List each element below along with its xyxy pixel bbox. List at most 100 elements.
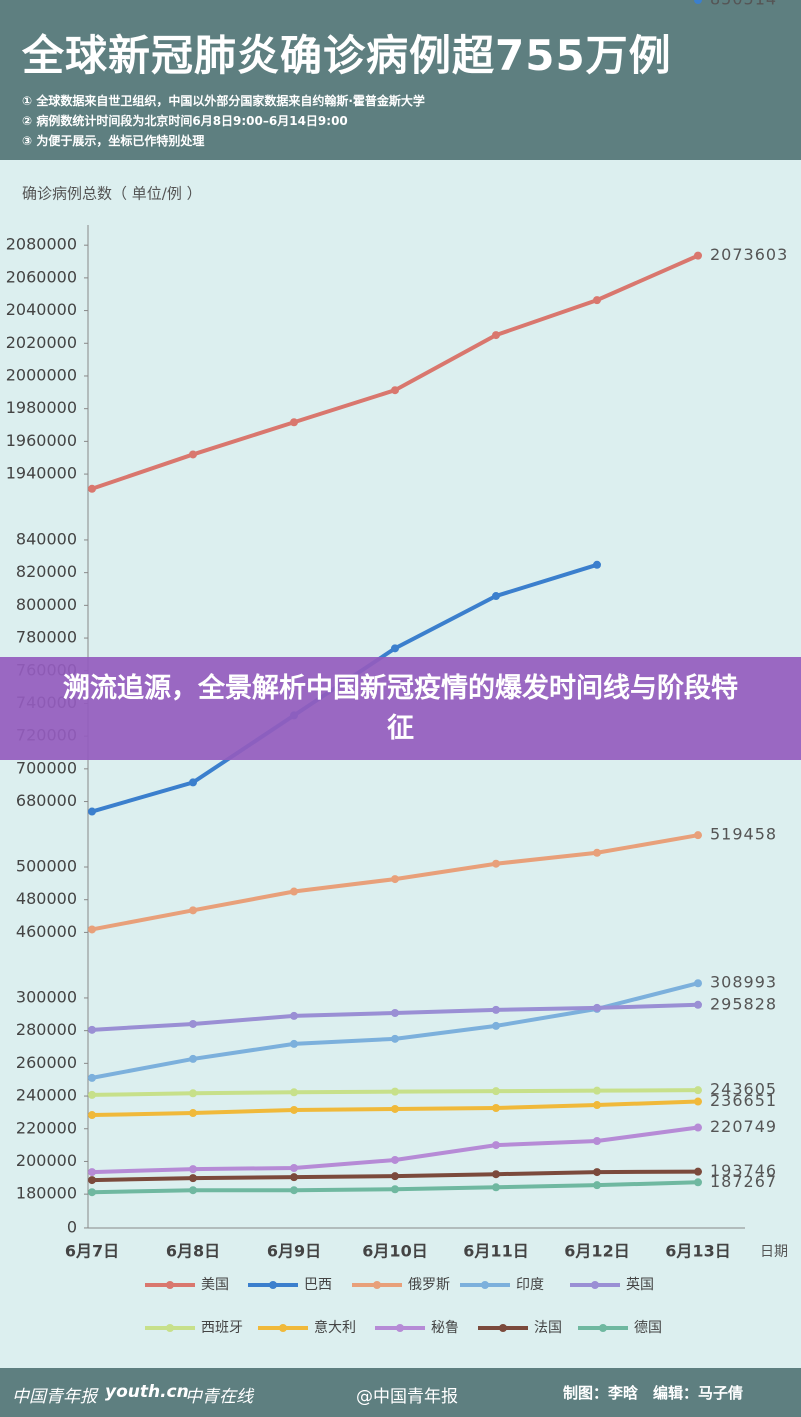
y-axis-label: 确诊病例总数（ 单位/例 ） bbox=[22, 185, 202, 203]
point bbox=[593, 560, 601, 569]
data-label: 2073603 bbox=[710, 245, 788, 264]
point bbox=[492, 1183, 500, 1192]
point bbox=[290, 1186, 298, 1195]
note: ③ 为便于展示，坐标已作特别处理 bbox=[22, 134, 205, 148]
point bbox=[391, 644, 399, 653]
data-label: 193746 bbox=[710, 1161, 777, 1180]
y-tick-label: 220000 bbox=[16, 1118, 77, 1137]
point bbox=[492, 592, 500, 601]
series-line bbox=[91, 1002, 699, 1032]
point bbox=[593, 1168, 601, 1177]
x-tick-label: 6月11日 bbox=[463, 1242, 528, 1261]
point bbox=[593, 1137, 601, 1146]
header: 全球新冠肺炎确诊病例超755万例 ① 全球数据来自世卫组织，中国以外部分国家数据… bbox=[0, 0, 801, 160]
legend-label: 巴西 bbox=[304, 1277, 332, 1293]
y-tick-label: 200000 bbox=[16, 1151, 77, 1170]
point bbox=[593, 1101, 601, 1110]
legend-dot bbox=[591, 1281, 599, 1289]
data-label: 295828 bbox=[710, 994, 777, 1013]
y-tick-label: 1980000 bbox=[6, 398, 77, 417]
y-tick-label: 800000 bbox=[16, 595, 77, 614]
data-label: 243605 bbox=[710, 1080, 777, 1099]
point bbox=[88, 1111, 96, 1120]
y-tick-label: 240000 bbox=[16, 1086, 77, 1105]
y-tick-label: 500000 bbox=[16, 857, 77, 876]
x-tick-label: 6月13日 bbox=[665, 1242, 730, 1261]
point bbox=[492, 1170, 500, 1179]
point bbox=[88, 484, 96, 493]
point bbox=[391, 1185, 399, 1194]
legend-label: 法国 bbox=[534, 1320, 562, 1336]
point bbox=[391, 1155, 399, 1164]
point bbox=[391, 386, 399, 395]
point bbox=[88, 1073, 96, 1082]
point bbox=[492, 1087, 500, 1096]
legend-label: 意大利 bbox=[314, 1319, 356, 1336]
series-line bbox=[91, 253, 699, 491]
legend-dot bbox=[396, 1324, 404, 1332]
data-label: 519458 bbox=[710, 825, 777, 844]
footer: 中国青年报 youth.cn 中青在线 @中国青年报 制图：李晗 编辑：马子倩 bbox=[0, 1368, 801, 1417]
data-label: 187267 bbox=[710, 1172, 777, 1191]
y-tick-label: 480000 bbox=[16, 889, 77, 908]
series-line bbox=[91, 1125, 699, 1175]
logo: 中青在线 bbox=[185, 1387, 253, 1407]
legend-dot bbox=[269, 1281, 277, 1289]
legend-dot bbox=[279, 1324, 287, 1332]
point bbox=[593, 296, 601, 305]
data-label: 236651 bbox=[710, 1091, 777, 1110]
y-tick-label: 700000 bbox=[16, 758, 77, 777]
y-tick-label: 260000 bbox=[16, 1053, 77, 1072]
legend-dot bbox=[166, 1281, 174, 1289]
data-label: 850514 bbox=[710, 0, 777, 9]
point bbox=[694, 1086, 702, 1095]
note: ① 全球数据来自世卫组织，中国以外部分国家数据来自约翰斯·霍普金斯大学 bbox=[22, 94, 425, 108]
x-tick-label: 6月10日 bbox=[362, 1242, 427, 1261]
point bbox=[593, 1003, 601, 1012]
point bbox=[694, 0, 702, 4]
legend-label: 德国 bbox=[634, 1320, 662, 1336]
point bbox=[189, 1109, 197, 1118]
logo: 中国青年报 bbox=[12, 1387, 97, 1407]
point bbox=[593, 1181, 601, 1190]
x-tick-label: 6月7日 bbox=[65, 1242, 119, 1261]
point bbox=[492, 1021, 500, 1030]
series-line bbox=[91, 981, 699, 1080]
point bbox=[189, 1165, 197, 1174]
point bbox=[290, 1105, 298, 1114]
point bbox=[189, 1054, 197, 1063]
point bbox=[290, 887, 298, 896]
point bbox=[391, 1034, 399, 1043]
point bbox=[694, 1167, 702, 1176]
point bbox=[88, 1090, 96, 1099]
y-tick-label: 460000 bbox=[16, 922, 77, 941]
credits: 制图：李晗 编辑：马子倩 bbox=[563, 1384, 744, 1402]
point bbox=[492, 1005, 500, 1014]
point bbox=[694, 1097, 702, 1106]
legend-label: 美国 bbox=[201, 1277, 229, 1293]
legend-dot bbox=[166, 1324, 174, 1332]
legend-label: 西班牙 bbox=[201, 1320, 243, 1336]
point bbox=[189, 778, 197, 787]
y-tick-label: 1940000 bbox=[6, 464, 77, 483]
data-label: 308993 bbox=[710, 973, 777, 992]
point bbox=[492, 859, 500, 868]
legend-dot bbox=[373, 1281, 381, 1289]
point bbox=[189, 1174, 197, 1183]
point bbox=[88, 1168, 96, 1177]
point bbox=[189, 1089, 197, 1098]
point bbox=[290, 418, 298, 427]
point bbox=[189, 1186, 197, 1195]
point bbox=[391, 875, 399, 884]
y-tick-label: 780000 bbox=[16, 628, 77, 647]
x-tick-label: 6月9日 bbox=[267, 1242, 321, 1261]
point bbox=[694, 1000, 702, 1009]
y-tick-label: 0 bbox=[67, 1217, 77, 1236]
y-tick-label: 2060000 bbox=[6, 267, 77, 286]
legend-dot bbox=[599, 1324, 607, 1332]
point bbox=[492, 331, 500, 340]
y-tick-label: 840000 bbox=[16, 529, 77, 548]
y-tick-label: 2040000 bbox=[6, 300, 77, 319]
